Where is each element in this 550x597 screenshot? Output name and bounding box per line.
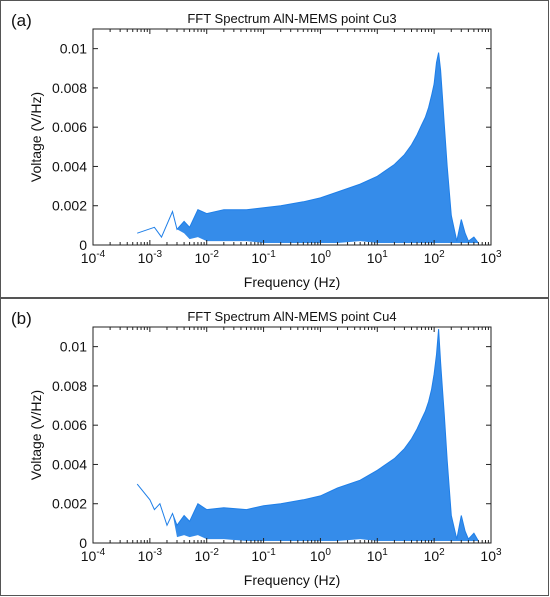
chart-title: FFT Spectrum AlN-MEMS point Cu4 <box>187 309 396 324</box>
x-tick-label: 10-4 <box>81 249 106 266</box>
y-tick-label: 0.008 <box>52 80 87 96</box>
y-axis-label: Voltage (V/Hz) <box>28 92 44 182</box>
x-tick-label: 101 <box>367 249 389 266</box>
y-tick-label: 0.002 <box>52 198 87 214</box>
x-tick-label: 10-3 <box>138 547 163 564</box>
x-tick-label: 103 <box>480 547 502 564</box>
chart-title: FFT Spectrum AlN-MEMS point Cu3 <box>187 11 396 26</box>
y-tick-label: 0 <box>79 237 87 253</box>
plot-frame <box>92 326 492 544</box>
series-band <box>137 52 479 243</box>
series-line <box>136 328 479 542</box>
x-tick-label: 100 <box>310 547 332 564</box>
x-tick-label: 10-3 <box>138 249 163 266</box>
x-axis-label: Frequency (Hz) <box>244 572 340 588</box>
fft-chart-b: FFT Spectrum AlN-MEMS point Cu4 0 0.002 0.0… <box>28 309 502 588</box>
x-tick-label: 100 <box>310 249 332 266</box>
chart-panel-a: (a) FFT Spectrum AlN-MEMS point Cu3 0 0.00… <box>0 0 549 298</box>
y-tick-label: 0.004 <box>52 158 87 174</box>
y-tick-label: 0.004 <box>52 456 87 472</box>
y-axis-label: Voltage (V/Hz) <box>28 390 44 480</box>
y-tick-label: 0.01 <box>60 41 87 57</box>
y-tick-label: 0 <box>79 535 87 551</box>
panel-label: (b) <box>11 309 32 328</box>
y-tick-label: 0.002 <box>52 496 87 512</box>
x-tick-label: 10-2 <box>194 547 219 564</box>
x-tick-label: 102 <box>424 547 446 564</box>
series-line <box>137 52 479 244</box>
x-tick-label: 10-2 <box>194 249 219 266</box>
panel-label: (a) <box>11 11 32 30</box>
x-tick-label: 103 <box>480 249 502 266</box>
y-tick-label: 0.006 <box>52 119 87 135</box>
series-band <box>137 329 479 541</box>
y-tick-label: 0.008 <box>52 378 87 394</box>
plot-frame <box>92 28 492 246</box>
x-tick-label: 10-1 <box>251 249 276 266</box>
x-tick-label: 10-4 <box>81 547 106 564</box>
x-axis-label: Frequency (Hz) <box>244 274 340 290</box>
y-tick-label: 0.006 <box>52 417 87 433</box>
y-tick-label: 0.01 <box>60 339 87 355</box>
x-tick-label: 101 <box>367 547 389 564</box>
chart-panel-b: (b) FFT Spectrum AlN-MEMS point Cu4 0 0.00… <box>0 298 549 596</box>
fft-chart-a: FFT Spectrum AlN-MEMS point Cu3 0 0.002 0.0… <box>28 11 502 290</box>
x-tick-label: 102 <box>424 249 446 266</box>
x-tick-label: 10-1 <box>251 547 276 564</box>
